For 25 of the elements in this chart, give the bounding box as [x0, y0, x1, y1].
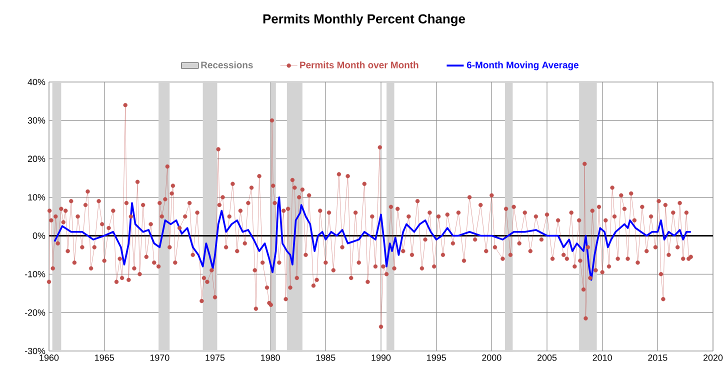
y-tick-label: 30% — [28, 117, 46, 124]
legend-label: 6-Month Moving Average — [466, 61, 578, 70]
x-tick-label: 1975 — [206, 354, 225, 361]
y-tick-label: -30% — [24, 348, 46, 354]
x-tick-label: 1990 — [372, 354, 391, 361]
x-tick-label: 1965 — [95, 354, 114, 361]
x-tick-label: 1960 — [40, 354, 59, 361]
legend-label: Recessions — [201, 61, 253, 68]
legend-label: Permits Month over Month — [300, 61, 418, 68]
y-tick-label: 40% — [28, 78, 46, 86]
y-tick-label: 10% — [28, 194, 46, 200]
x-tick-label: 1980 — [261, 354, 280, 361]
chart-title: Permits Monthly Percent Change — [263, 14, 466, 26]
x-tick-label: 1995 — [427, 354, 446, 361]
x-tick-label: 2015 — [648, 354, 668, 361]
x-tick-label: 2005 — [537, 354, 557, 361]
y-tick-label: 0% — [32, 232, 46, 239]
x-tick-label: 2020 — [703, 354, 723, 361]
x-tick-label: 2010 — [592, 354, 612, 361]
y-tick-label: -10% — [24, 270, 46, 278]
x-tick-label: 1970 — [150, 354, 170, 361]
x-tick-label: 1985 — [316, 354, 336, 361]
x-tick-label: 2000 — [482, 354, 502, 361]
y-tick-label: -20% — [24, 309, 46, 316]
y-tick-label: 20% — [28, 156, 46, 162]
